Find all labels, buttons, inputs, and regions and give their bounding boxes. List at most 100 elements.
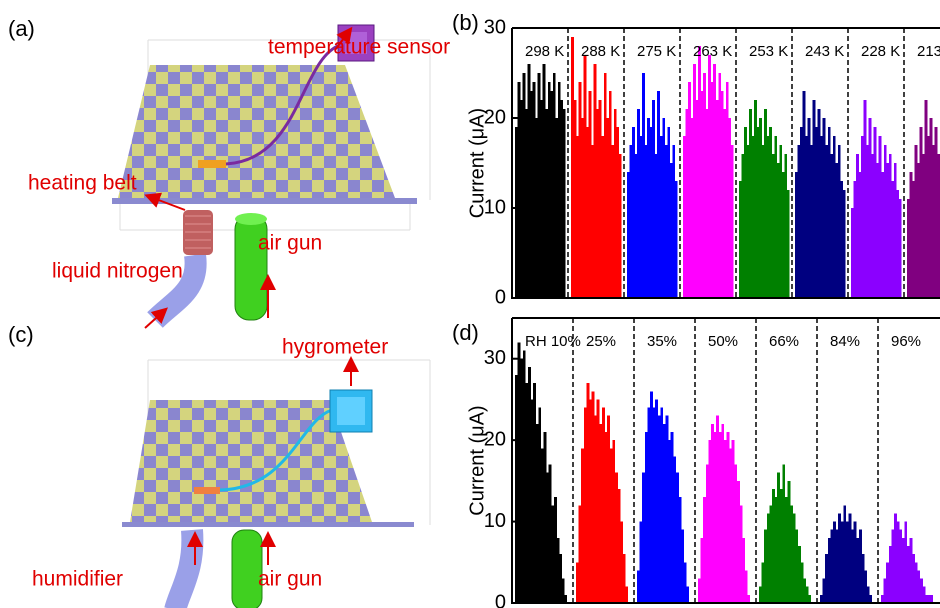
bar — [601, 407, 605, 603]
bar — [904, 521, 908, 603]
bar — [627, 172, 630, 298]
bar — [728, 118, 732, 298]
bar — [866, 586, 870, 603]
bar — [917, 570, 921, 603]
bar — [637, 570, 640, 603]
bar — [532, 82, 536, 298]
bar — [515, 375, 518, 603]
bar — [771, 154, 775, 298]
bar — [557, 82, 561, 298]
bar — [598, 100, 602, 298]
bar — [761, 145, 765, 298]
bar — [730, 145, 734, 298]
bar — [668, 440, 672, 603]
bar — [876, 163, 880, 298]
bar — [533, 383, 537, 603]
label: air gun — [258, 232, 322, 255]
bar — [657, 91, 661, 298]
bar — [606, 118, 610, 298]
bar — [914, 145, 918, 298]
bar — [853, 181, 857, 298]
panel-label: (b) — [452, 10, 479, 35]
bar — [881, 172, 885, 298]
bar — [588, 91, 592, 298]
bar — [842, 190, 846, 298]
bar — [726, 432, 730, 603]
bar — [690, 118, 694, 298]
bar — [832, 136, 836, 298]
bar — [672, 145, 676, 298]
bar — [781, 172, 785, 298]
bar — [837, 145, 841, 298]
series-label: 253 K — [749, 43, 788, 60]
bar — [708, 440, 712, 603]
bar — [840, 181, 844, 298]
series-label: 243 K — [805, 43, 844, 60]
bar — [647, 407, 651, 603]
bar — [612, 440, 616, 603]
bar — [858, 172, 862, 298]
bar — [764, 109, 768, 298]
bar — [815, 127, 818, 298]
bar — [906, 546, 910, 603]
bar — [805, 136, 808, 298]
bar — [695, 100, 699, 298]
bar — [932, 145, 936, 298]
bar — [553, 497, 557, 603]
label: air gun — [258, 568, 322, 591]
bar — [845, 521, 849, 603]
bar — [937, 154, 940, 298]
bar — [827, 537, 831, 603]
bar — [560, 100, 564, 298]
bar — [779, 145, 783, 298]
bar — [700, 91, 704, 298]
bar — [527, 64, 531, 298]
bar — [530, 91, 533, 298]
bar — [901, 537, 905, 603]
bar — [583, 55, 587, 298]
bar — [705, 109, 709, 298]
y-tick-label: 20 — [484, 106, 506, 128]
bar — [662, 118, 666, 298]
series-label: 288 K — [581, 43, 620, 60]
bar — [898, 199, 902, 298]
bar — [827, 127, 831, 298]
bar — [822, 578, 826, 603]
bar — [639, 521, 643, 603]
bar — [848, 513, 852, 603]
bar — [545, 109, 549, 298]
bar — [517, 82, 521, 298]
bar — [596, 109, 600, 298]
bar — [678, 497, 682, 603]
bar — [909, 537, 913, 603]
bar — [542, 64, 546, 298]
bar — [795, 172, 798, 298]
y-axis-label: Current (μA) — [466, 405, 488, 515]
bar — [608, 91, 612, 298]
bar — [540, 448, 544, 603]
bar — [665, 415, 669, 603]
bar — [591, 145, 594, 298]
bar — [927, 594, 931, 603]
panel-label: (d) — [452, 320, 479, 345]
bar — [681, 529, 684, 603]
bar — [886, 163, 890, 298]
label: temperature sensor — [268, 36, 450, 59]
bar — [517, 342, 521, 603]
bar — [851, 208, 854, 298]
chart: (b) Current (μA) 298 K 288 K 275 K 263 K 253 K… — [452, 10, 940, 308]
bar — [713, 64, 717, 298]
bar — [639, 136, 643, 298]
bar — [830, 529, 834, 603]
label: hygrometer — [282, 336, 388, 359]
bar — [739, 505, 743, 603]
bar — [812, 100, 816, 298]
bar — [629, 145, 633, 298]
bar — [930, 594, 934, 603]
bar — [547, 82, 551, 298]
bar — [670, 432, 674, 603]
bar — [721, 423, 725, 603]
bar — [675, 472, 679, 603]
bar — [766, 136, 770, 298]
bar — [659, 136, 663, 298]
